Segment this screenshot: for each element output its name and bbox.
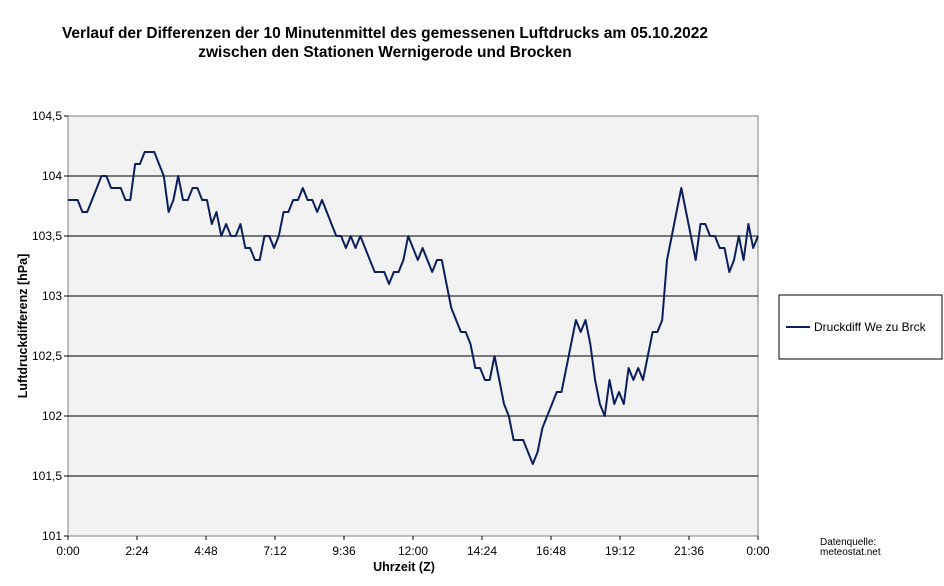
y-tick-label: 102,5 [32, 349, 62, 363]
y-tick-label: 104 [42, 169, 62, 183]
y-tick-label: 102 [42, 409, 62, 423]
y-tick-label: 104,5 [32, 109, 62, 123]
source-label: Datenquelle: [820, 537, 876, 548]
x-tick-label: 4:48 [194, 544, 218, 558]
x-tick-label: 2:24 [125, 544, 149, 558]
source-value: meteostat.net [820, 547, 881, 558]
y-tick-label: 103,5 [32, 229, 62, 243]
y-axis-title: Luftdruckdifferenz [hPa] [16, 254, 30, 398]
x-axis-ticks: 0:00 2:24 4:48 7:12 9:36 12:00 14:24 16:48 19:12… [56, 536, 770, 558]
x-tick-label: 21:36 [674, 544, 704, 558]
series-line [68, 151, 759, 465]
chart-subtitle: zwischen den Stationen Wernigerode und B… [198, 44, 572, 61]
chart-title: Verlauf der Differenzen der 10 Minutenmi… [62, 25, 708, 42]
x-tick-label: 9:36 [332, 544, 356, 558]
y-tick-label: 101,5 [32, 469, 62, 483]
legend: Druckdiff We zu Brck [778, 294, 943, 360]
y-tick-label: 101 [42, 529, 62, 543]
x-tick-label: 14:24 [467, 544, 497, 558]
x-tick-label: 0:00 [746, 544, 770, 558]
gridlines [68, 175, 758, 477]
x-tick-label: 0:00 [56, 544, 80, 558]
x-tick-label: 7:12 [263, 544, 287, 558]
y-tick-label: 103 [42, 289, 62, 303]
x-tick-label: 12:00 [398, 544, 428, 558]
x-tick-label: 19:12 [605, 544, 635, 558]
x-tick-label: 16:48 [536, 544, 566, 558]
plot-area [67, 115, 759, 537]
x-axis-title: Uhrzeit (Z) [373, 560, 435, 574]
legend-label: Druckdiff We zu Brck [814, 320, 927, 334]
y-axis-ticks: 101 101,5 102 102,5 103 103,5 104 104,5 [32, 109, 68, 543]
